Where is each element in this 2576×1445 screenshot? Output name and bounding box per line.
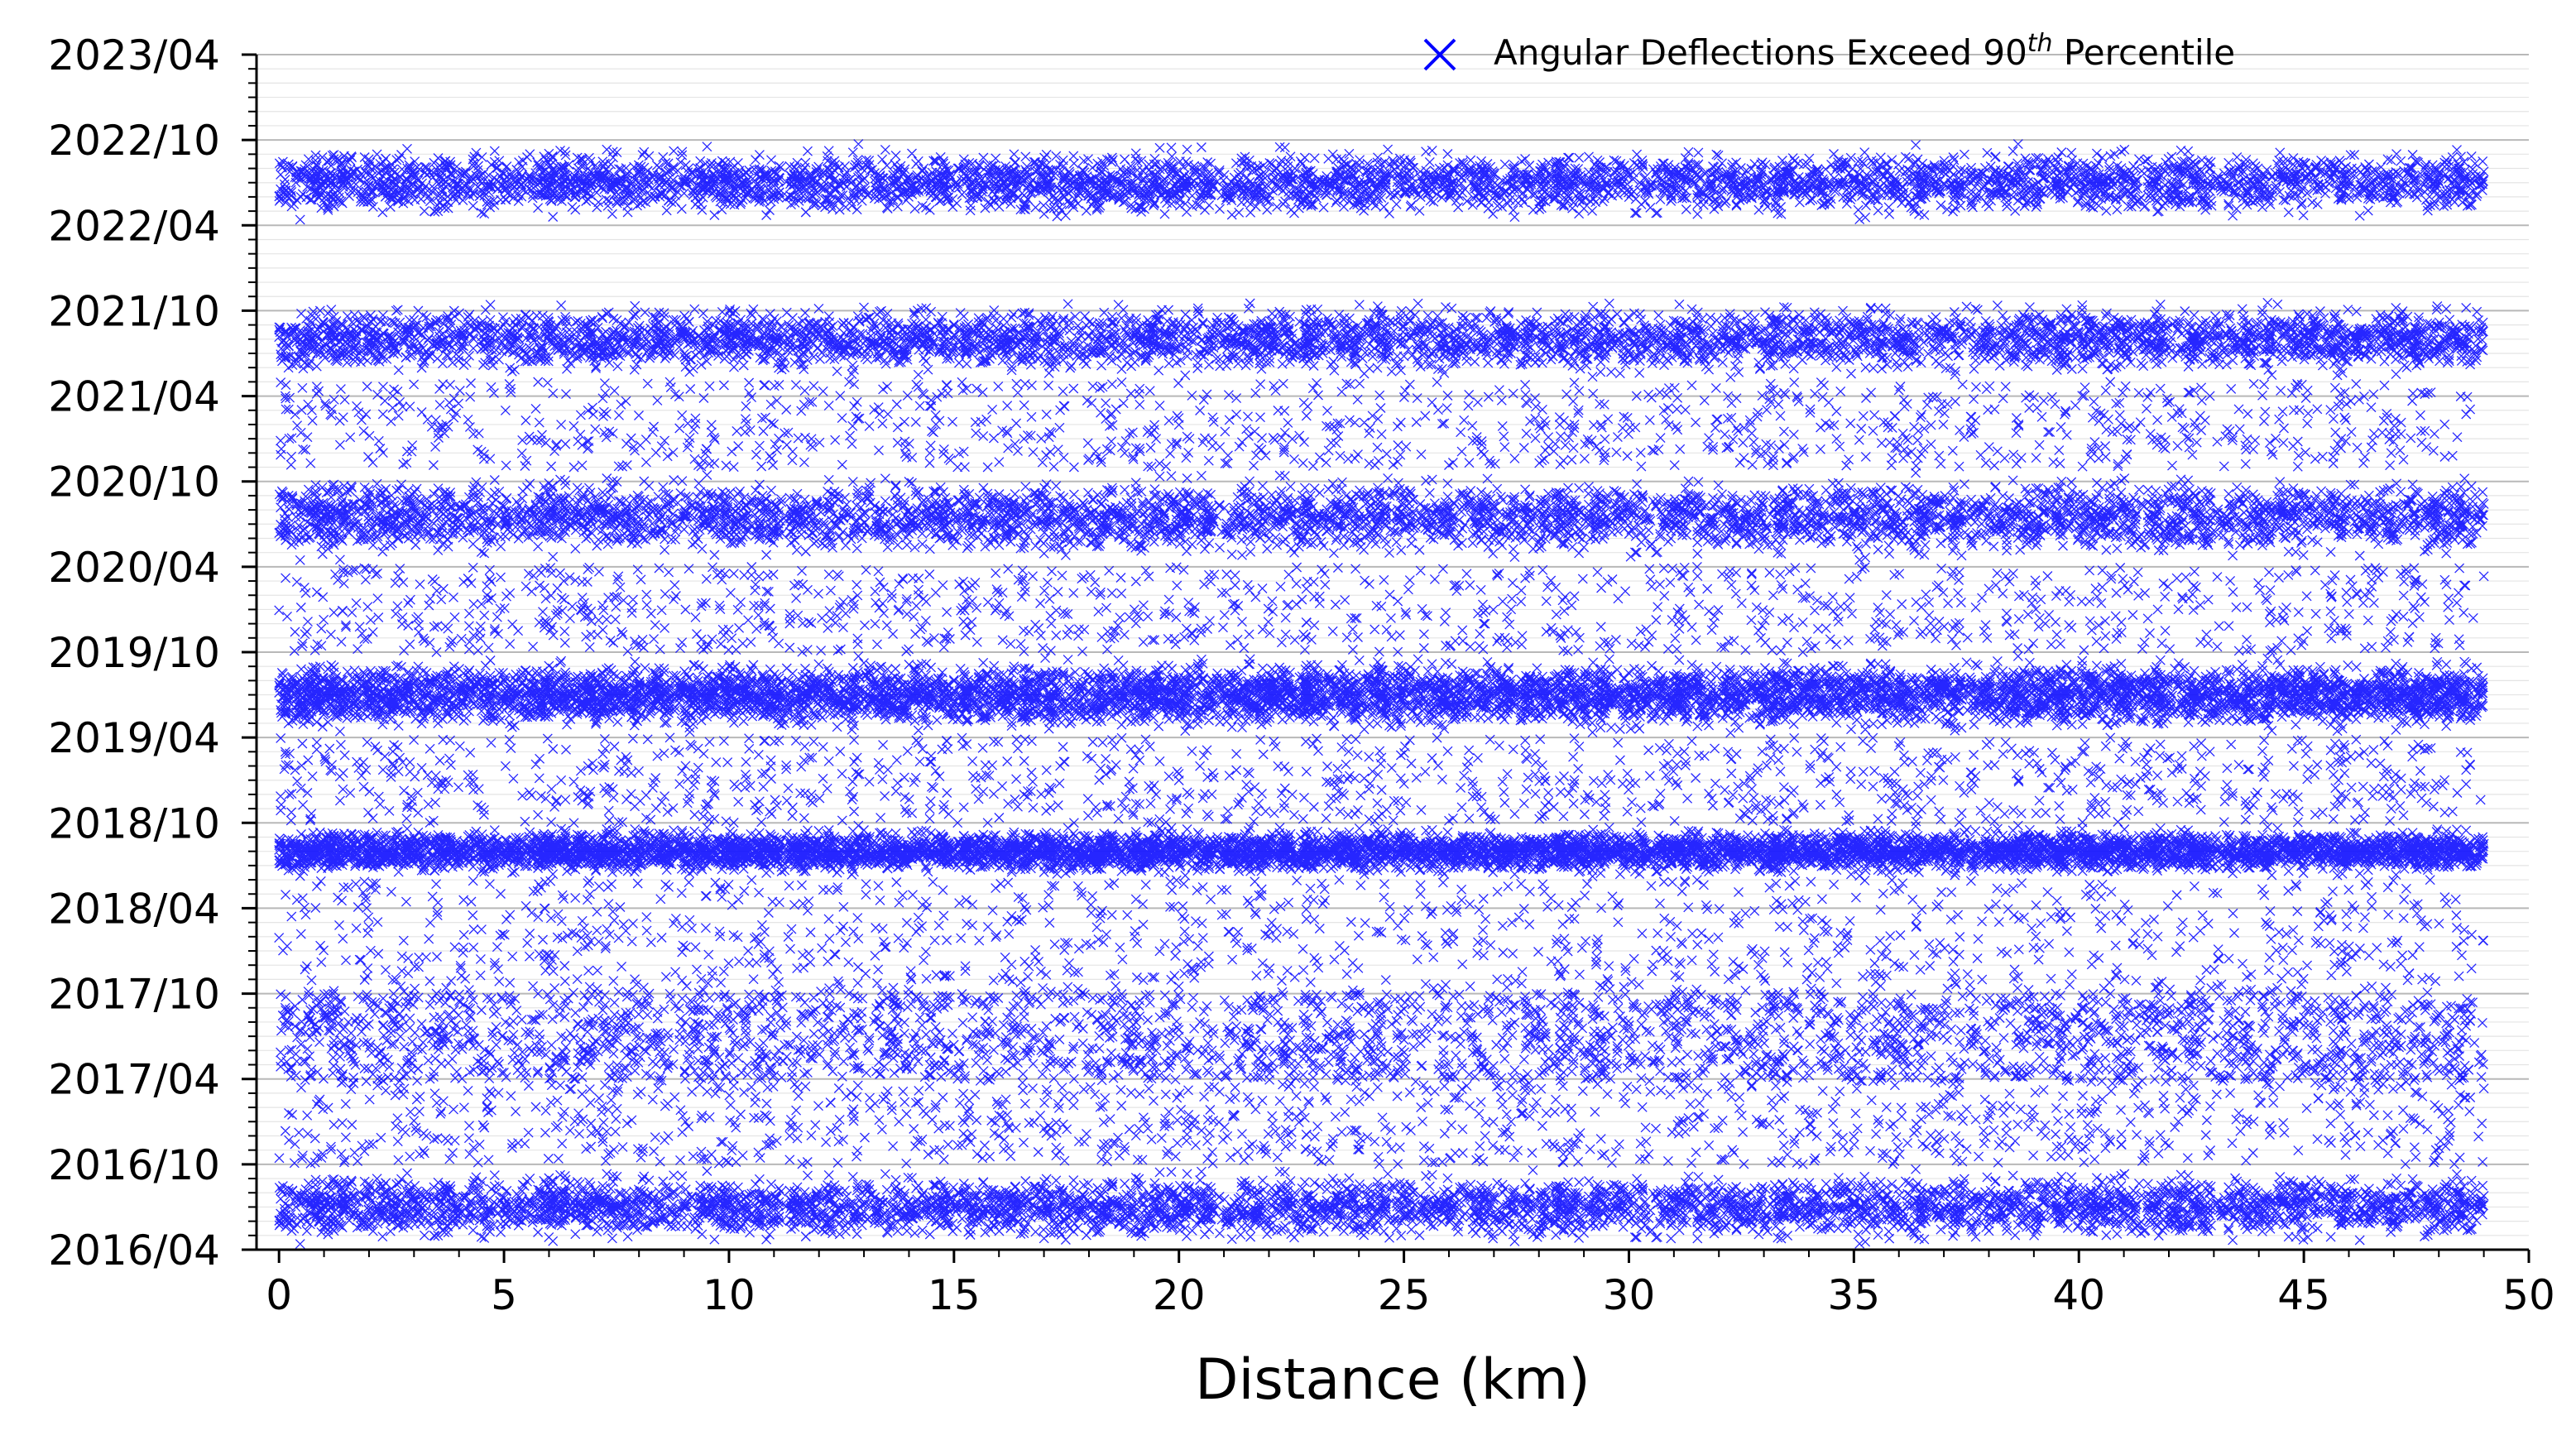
x-tick-label: 15: [928, 1271, 981, 1319]
scatter-points-band: [274, 561, 2489, 657]
y-tick-label: 2018/04: [48, 885, 220, 933]
scatter-points-band: [274, 139, 2489, 225]
y-tick-label: 2020/10: [48, 458, 220, 506]
scatter-points-band: [274, 468, 2489, 565]
scatter-points-band: [274, 1164, 2489, 1250]
x-tick-label: 50: [2502, 1271, 2555, 1319]
legend: Angular Deflections Exceed 90th Percenti…: [1423, 29, 2235, 73]
y-tick-label: 2018/10: [48, 799, 220, 847]
scatter-points-band: [274, 1073, 2489, 1169]
y-tick-label: 2017/04: [48, 1056, 220, 1104]
y-tick-label: 2023/04: [48, 31, 220, 79]
legend-entry-main: Angular Deflections Exceed 90: [1494, 32, 2027, 73]
x-tick-label: 35: [1828, 1271, 1881, 1319]
scatter-points-band: [274, 875, 2489, 999]
scatter-points-band: [274, 297, 2488, 382]
scatter-points-band: [276, 377, 2476, 473]
scatter-points-band: [276, 732, 2486, 828]
y-tick-label: 2020/04: [48, 544, 220, 592]
y-tick-label: 2021/04: [48, 373, 220, 421]
x-tick-label: 30: [1603, 1271, 1656, 1319]
legend-entry-superscript: th: [2027, 29, 2053, 58]
x-axis-label: Distance (km): [1195, 1347, 1590, 1413]
y-tick-label: 2019/10: [48, 629, 220, 677]
y-tick-label: 2017/10: [48, 971, 220, 1019]
x-tick-label: 10: [703, 1271, 756, 1319]
tick-labels: 0 5 10 15 20 25 30 35 40 45 50 2016/04 2016/10 2017/0…: [48, 31, 2555, 1319]
legend-x-stroke: [1423, 38, 1456, 71]
scatter-points-band: [276, 988, 2488, 1084]
legend-entry: Angular Deflections Exceed 90th Percenti…: [1494, 29, 2235, 73]
y-tick-label: 2022/04: [48, 202, 220, 250]
y-tick-label: 2021/10: [48, 287, 220, 335]
x-tick-label: 5: [491, 1271, 517, 1319]
y-tick-label: 2016/04: [48, 1227, 220, 1275]
y-tick-label: 2019/04: [48, 714, 220, 762]
x-tick-label: 40: [2052, 1271, 2105, 1319]
y-tick-label: 2016/10: [48, 1141, 220, 1189]
x-tick-label: 45: [2277, 1271, 2330, 1319]
x-tick-label: 25: [1378, 1271, 1431, 1319]
x-tick-label: 20: [1153, 1271, 1206, 1319]
data-points: [274, 139, 2489, 1250]
scatter-points-band: [274, 820, 2489, 881]
scatter-points-band: [274, 650, 2488, 738]
x-tick-label: 0: [266, 1271, 292, 1319]
legend-marker-x-icon: [1423, 38, 1456, 71]
legend-entry-suffix: Percentile: [2053, 32, 2236, 73]
y-tick-label: 2022/10: [48, 117, 220, 165]
